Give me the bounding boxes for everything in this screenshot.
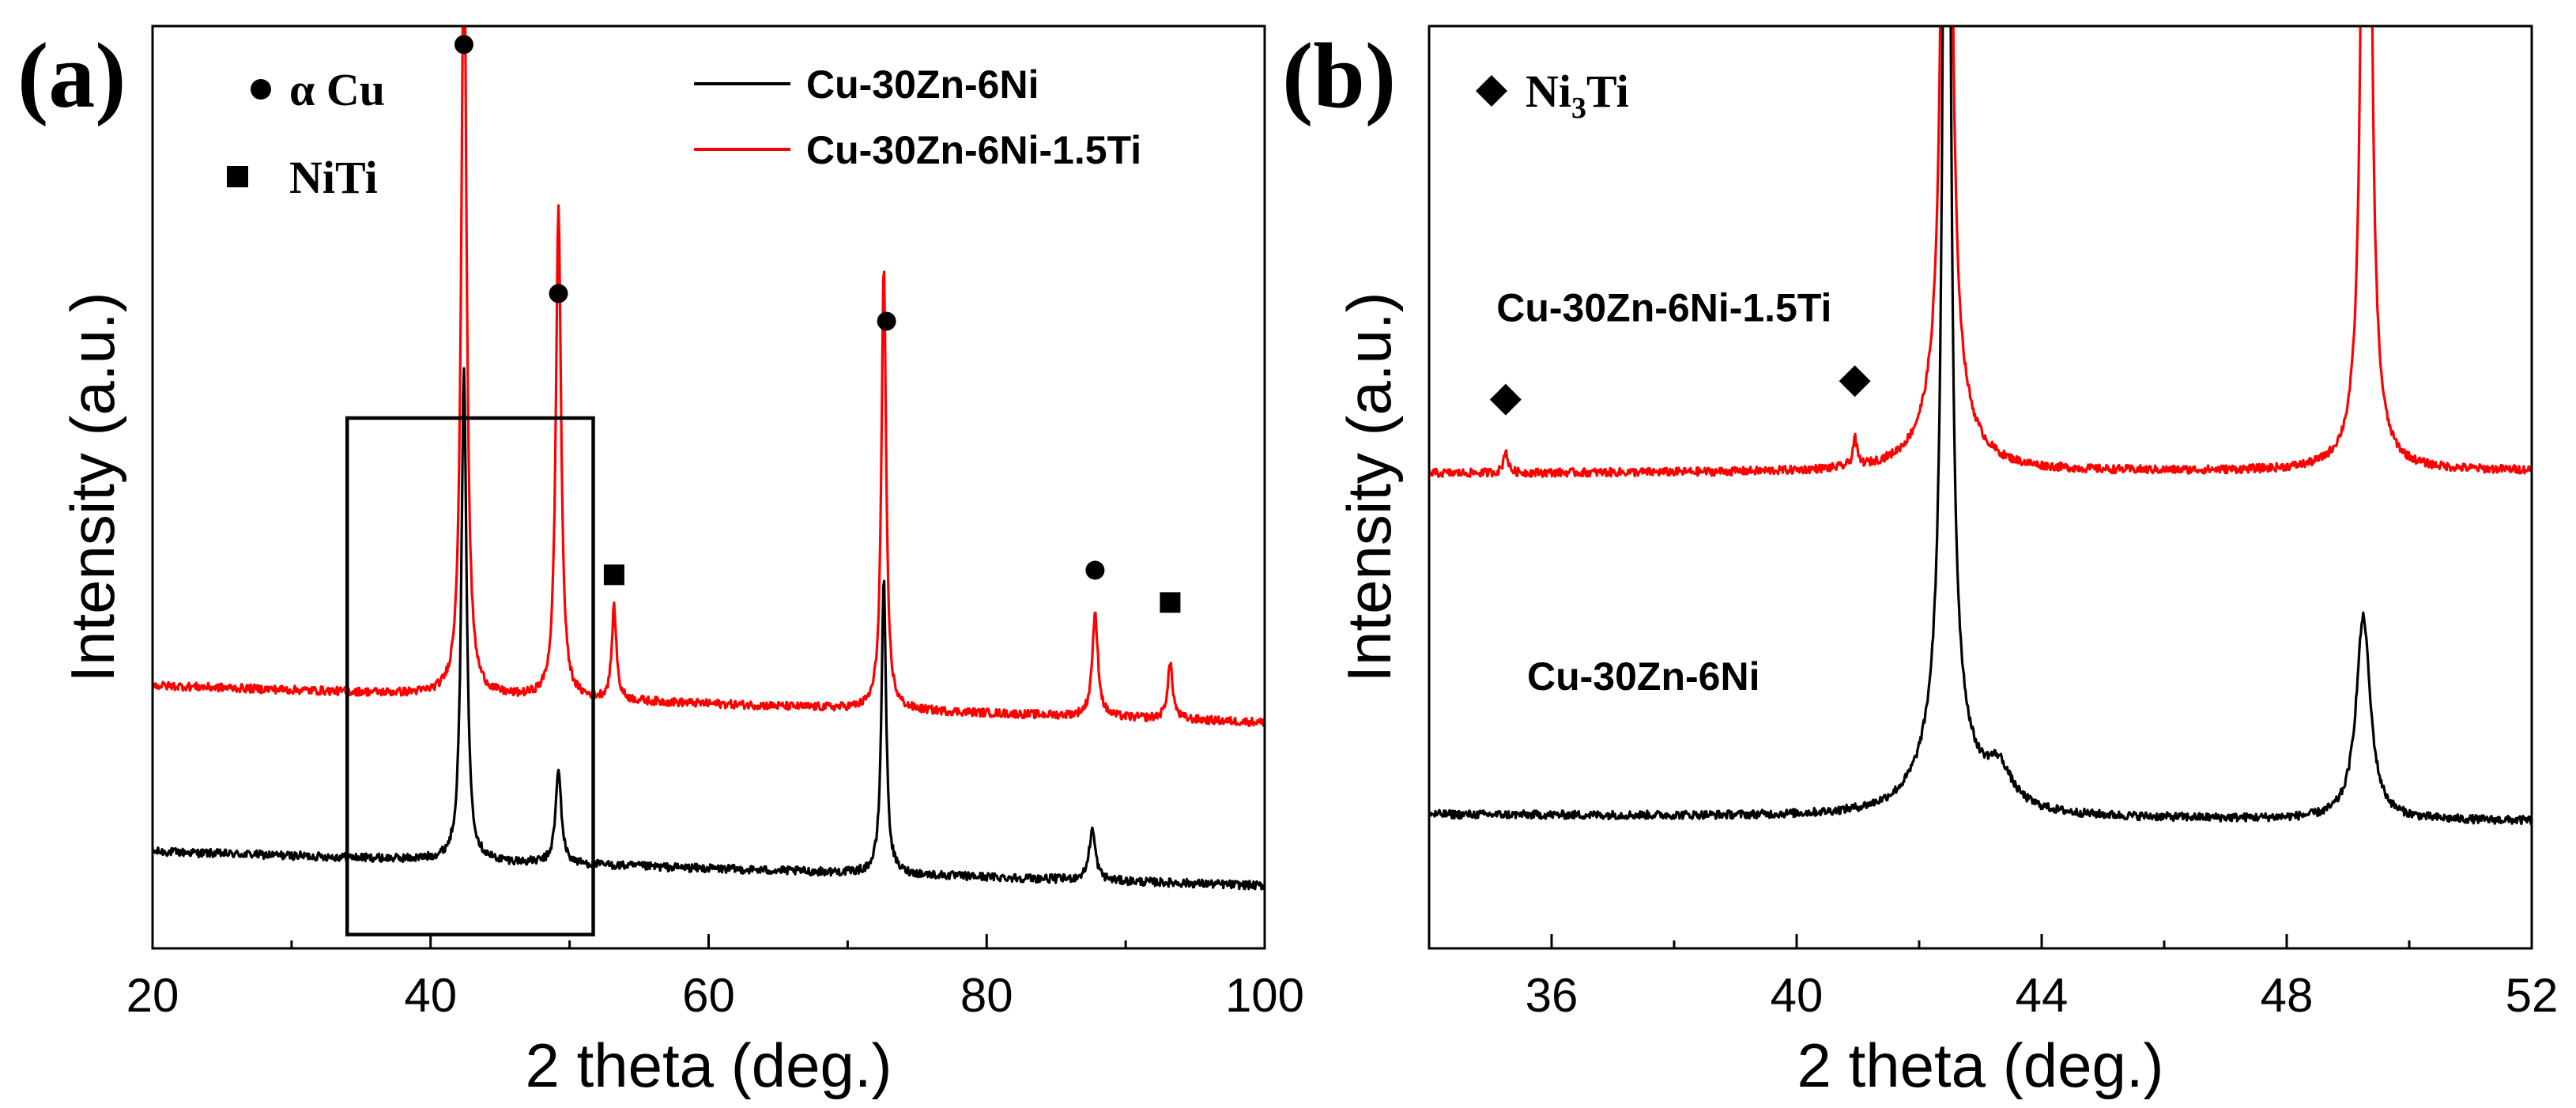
- alpha-cu-legend-marker: [251, 79, 271, 100]
- x-tick-label: 44: [2016, 969, 2069, 1022]
- panel-b-annotations: [1489, 365, 1871, 416]
- panel-a-x-axis: 20 40 60 80 100: [126, 934, 1304, 1022]
- ni3ti-label-ti: Ti: [1586, 66, 1629, 117]
- panel-a-inset-box: [345, 416, 595, 937]
- panel-a-ylabel: Intensity (a.u.): [58, 292, 127, 682]
- alpha-cu-legend-label: α Cu: [289, 64, 385, 115]
- peak-marker-circle: [877, 311, 896, 331]
- panel-a-marker-legend: α Cu NiTi: [227, 64, 385, 203]
- ni3ti-label-ni: Ni: [1526, 66, 1571, 117]
- panel-b-x-axis: 36 40 44 48 52: [1526, 934, 2559, 1022]
- ni3ti-legend-marker: [1476, 75, 1507, 107]
- series-line-cu-30zn-6ni: [1429, 26, 2532, 826]
- peak-marker-circle: [454, 35, 473, 55]
- x-tick-label: 100: [1225, 969, 1304, 1022]
- panel-a-legend: Cu-30Zn-6Ni Cu-30Zn-6Ni-1.5Ti: [694, 62, 1141, 172]
- x-tick-label: 52: [2506, 969, 2559, 1022]
- x-tick-label: 48: [2261, 969, 2314, 1022]
- panel-b-label: (b): [1282, 24, 1396, 127]
- peak-marker-diamond: [1839, 365, 1871, 398]
- peak-marker-square: [603, 564, 624, 586]
- ni3ti-label-sub: 3: [1571, 92, 1586, 125]
- x-tick-label: 80: [960, 969, 1013, 1022]
- peak-marker-circle: [549, 284, 568, 303]
- niti-legend-label: NiTi: [289, 152, 378, 203]
- panel-a-xlabel: 2 theta (deg.): [526, 1031, 892, 1100]
- ni3ti-legend-label: Ni3Ti: [1526, 66, 1629, 125]
- legend-label-cu-30zn-6ni-1-5ti: Cu-30Zn-6Ni-1.5Ti: [806, 128, 1141, 172]
- series-label-cu-30zn-6ni-1-5ti: Cu-30Zn-6Ni-1.5Ti: [1496, 285, 1831, 330]
- panel-a-label: (a): [17, 24, 126, 127]
- series-label-cu-30zn-6ni: Cu-30Zn-6Ni: [1527, 654, 1759, 699]
- panel-b-marker-legend: Ni3Ti: [1476, 66, 1629, 125]
- x-tick-label: 40: [1771, 969, 1824, 1022]
- legend-label-cu-30zn-6ni: Cu-30Zn-6Ni: [806, 62, 1039, 107]
- panel-a-series-layer: [153, 26, 1265, 891]
- niti-legend-marker: [227, 166, 248, 187]
- series-line-cu-30zn-6ni: [153, 367, 1265, 891]
- x-tick-label: 36: [1526, 969, 1578, 1022]
- x-tick-label: 40: [404, 969, 457, 1022]
- panel-b-xlabel: 2 theta (deg.): [1797, 1031, 2164, 1100]
- peak-marker-square: [1160, 592, 1181, 613]
- x-tick-label: 20: [126, 969, 179, 1022]
- panel-b-chart: 36 40 44 48 52 (b) 2 theta (deg.) Intensity …: [1282, 24, 2559, 1100]
- peak-marker-circle: [1085, 560, 1105, 580]
- panel-a-chart: 20 40 60 80 100 (a) 2 theta (deg.) Intensity…: [17, 24, 1304, 1100]
- series-line-cu-30zn-6ni-1-5ti: [153, 26, 1265, 727]
- series-line-cu-30zn-6ni-1-5ti: [1429, 26, 2532, 478]
- panel-b-plot-frame: [1428, 24, 2533, 950]
- panel-b-ylabel: Intensity (a.u.): [1334, 292, 1404, 682]
- x-tick-label: 60: [682, 969, 735, 1022]
- panel-a-annotations: [454, 35, 1181, 613]
- peak-marker-diamond: [1489, 383, 1522, 416]
- panel-b-series-layer: [1429, 26, 2532, 826]
